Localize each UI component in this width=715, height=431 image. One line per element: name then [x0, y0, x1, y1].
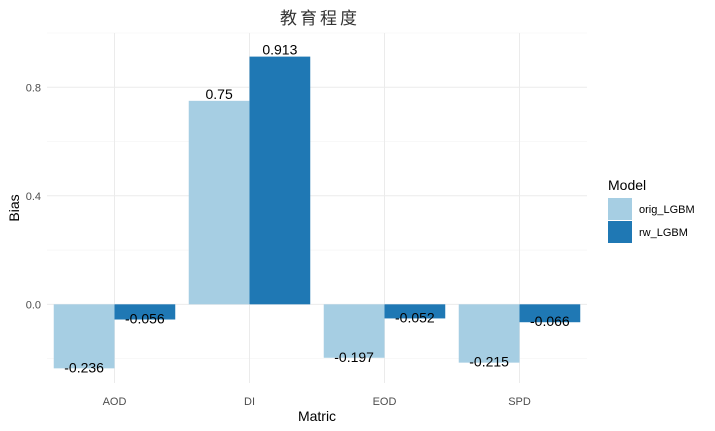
bar-orig_LGBM-DI [188, 100, 250, 305]
legend-swatch-rw-lgbm [608, 221, 632, 243]
x-tick-label: AOD [103, 396, 127, 408]
legend: Model orig_LGBM rw_LGBM [608, 177, 695, 243]
bar-orig_LGBM-SPD [458, 304, 520, 363]
legend-swatch-orig-lgbm [608, 198, 632, 220]
x-tick-label: DI [244, 396, 255, 408]
x-tick-label: EOD [373, 396, 397, 408]
y-tick-label: 0.8 [26, 82, 41, 94]
bar-rw_LGBM-DI [249, 56, 311, 305]
data-label: -0.066 [530, 313, 570, 329]
y-tick-label: 0.4 [26, 191, 41, 203]
bar-marks [53, 56, 581, 369]
data-label: -0.052 [395, 309, 435, 325]
y-tick-label: 0.0 [26, 299, 41, 311]
data-label: -0.215 [469, 354, 509, 370]
data-label: -0.056 [125, 311, 165, 327]
legend-label-orig-lgbm: orig_LGBM [639, 204, 695, 216]
data-label: 0.75 [206, 86, 233, 102]
bar-orig_LGBM-AOD [53, 304, 115, 369]
bar-rw_LGBM-AOD [114, 304, 176, 320]
data-label: -0.197 [334, 349, 374, 365]
legend-label-rw-lgbm: rw_LGBM [639, 227, 688, 239]
bar-rw_LGBM-SPD [519, 304, 581, 323]
legend-title: Model [608, 177, 646, 193]
y-axis-title: Bias [6, 194, 22, 221]
data-labels: -0.236 0.75 -0.197 -0.215 -0.056 0.913 -0.052 -… [64, 42, 570, 376]
chart-title: 教育程度 [280, 9, 360, 29]
data-label: 0.913 [262, 42, 297, 58]
x-axis-ticks: AOD DI EOD SPD [103, 396, 531, 408]
y-axis-ticks: 0.0 0.4 0.8 [26, 82, 41, 311]
bar-orig_LGBM-EOD [323, 304, 385, 358]
x-axis-title: Matric [298, 408, 336, 424]
x-tick-label: SPD [508, 396, 531, 408]
bar-rw_LGBM-EOD [384, 304, 446, 319]
data-label: -0.236 [64, 359, 104, 375]
